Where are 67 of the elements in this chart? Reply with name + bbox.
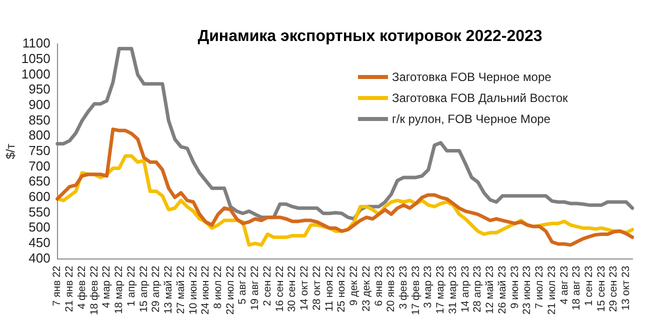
x-tick-label: 16 сен 22: [274, 266, 286, 312]
x-tick-label: 23 дек 22: [360, 266, 372, 312]
x-tick-label: 1 апр 22: [125, 266, 138, 306]
legend-label: г/к рулон, FOB Черное Море: [392, 112, 550, 126]
y-tick-label: 700: [28, 158, 50, 174]
x-tick-label: 27 май 22: [174, 266, 187, 314]
x-tick-label: 30 сен 22: [286, 266, 298, 312]
x-tick-label: 3 фев 23: [397, 266, 410, 310]
x-tick-label: 15 апр 22: [138, 266, 150, 312]
x-tick-label: 9 июн 23: [508, 266, 521, 309]
x-tick-label: 19 авг 22: [249, 266, 262, 310]
x-tick-label: 21 янв 22: [64, 266, 76, 312]
x-tick-label: 13 май 22: [162, 266, 175, 314]
x-tick-label: 17 фев 23: [410, 266, 422, 315]
x-tick-label: 15 сен 23: [595, 266, 608, 312]
x-tick-label: 28 окт 22: [310, 266, 323, 310]
x-tick-label: 4 мар 22: [100, 266, 113, 308]
y-tick-label: 1000: [21, 66, 50, 82]
x-tick-label: 7 июл 23: [534, 266, 546, 309]
x-tick-label: 31 мар 23: [446, 266, 459, 314]
x-tick-label: 18 фев 22: [88, 266, 100, 315]
x-tick-label: 5 авг 22: [236, 266, 249, 304]
x-tick-label: 18 авг 23: [570, 266, 583, 310]
y-tick-label: 650: [28, 174, 50, 189]
y-tick-label: 600: [28, 188, 50, 204]
y-axis-title: $/т: [4, 143, 18, 160]
x-tick-label: 10 июн 22: [187, 266, 200, 314]
x-tick-label: 14 апр 23: [459, 266, 472, 312]
x-tick-label: 6 янв 23: [372, 266, 385, 306]
y-tick-label: 800: [28, 128, 50, 143]
legend-label: Заготовка FOB Дальний Восток: [392, 90, 568, 104]
x-tick-label: 25 ноя 22: [336, 266, 348, 312]
x-tick-label: 29 апр 22: [150, 266, 162, 312]
y-tick-label: 850: [28, 112, 50, 128]
x-tick-label: 17 мар 23: [434, 266, 447, 314]
x-tick-label: 26 май 23: [496, 266, 508, 314]
legend-label: Заготовка FOB Черное море: [392, 70, 552, 84]
x-tick-label: 21 июл 23: [546, 266, 558, 315]
x-tick-label: 8 июл 22: [212, 266, 224, 309]
x-tick-label: 20 янв 23: [385, 266, 398, 312]
y-tick-label: 1100: [22, 36, 50, 51]
y-tick-label: 1050: [21, 50, 50, 66]
x-tick-label: 4 авг 23: [558, 266, 570, 304]
x-tick-label: 12 май 23: [484, 266, 496, 314]
x-tick-label: 24 июн 22: [200, 266, 212, 314]
y-tick-label: 400: [28, 250, 50, 266]
y-tick-label: 950: [28, 82, 50, 97]
y-tick-label: 900: [28, 96, 50, 112]
x-tick-label: 11 ноя 22: [323, 266, 336, 312]
x-tick-label: 13 окт 23: [620, 266, 632, 310]
x-tick-label: 1 сен 23: [583, 266, 596, 306]
x-tick-label: 9 дек 22: [348, 266, 360, 306]
x-tick-label: 3 мар 23: [422, 266, 434, 308]
chart-title: Динамика экспортных котировок 2022-2023: [196, 28, 544, 46]
x-tick-label: 4 фев 22: [76, 266, 88, 310]
y-tick-label: 450: [28, 234, 50, 250]
x-tick-label: 22 июл 22: [224, 266, 236, 315]
x-tick-label: 29 сен 23: [608, 266, 620, 312]
y-tick-label: 500: [28, 220, 50, 235]
x-tick-label: 28 апр 23: [472, 266, 484, 312]
x-tick-label: 2 сен 22: [261, 266, 274, 306]
x-tick-label: 18 мар 22: [113, 266, 126, 314]
y-tick-label: 750: [28, 142, 50, 158]
x-tick-label: 14 окт 22: [298, 266, 311, 310]
y-tick-label: 550: [28, 204, 50, 220]
x-tick-label: 7 янв 22: [51, 266, 64, 306]
x-tick-label: 23 июн 23: [521, 266, 534, 314]
